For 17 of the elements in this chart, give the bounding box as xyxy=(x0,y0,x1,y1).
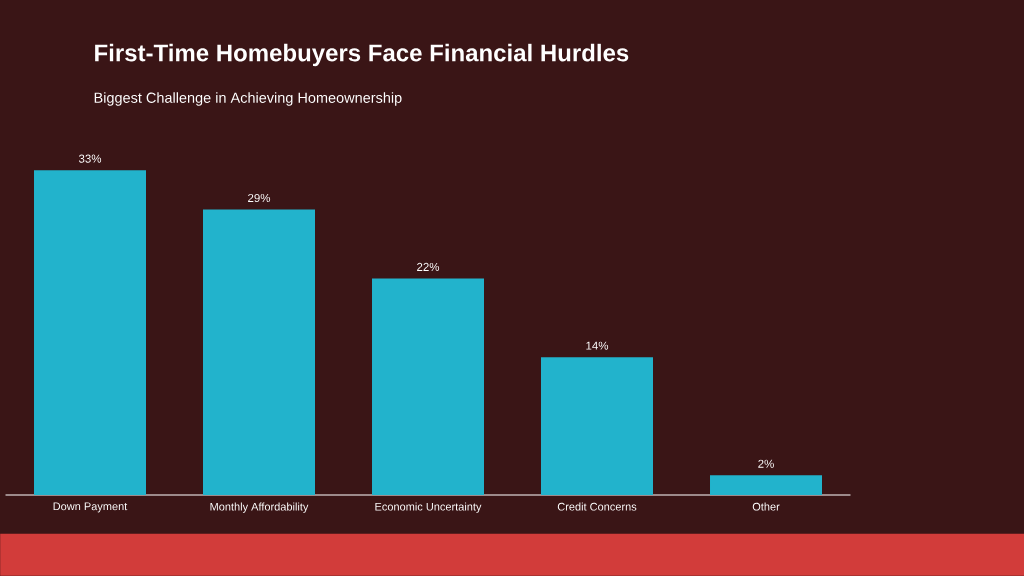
x-tick-label: Monthly Affordability xyxy=(210,502,309,513)
x-tick-label: Down Payment xyxy=(53,502,128,513)
x-tick-label: Economic Uncertainty xyxy=(375,502,482,513)
data-label: 14% xyxy=(586,341,609,350)
bar xyxy=(541,357,654,495)
bar xyxy=(710,475,823,495)
data-label: 2% xyxy=(758,459,774,468)
bar xyxy=(203,209,315,495)
x-tick-label: Credit Concerns xyxy=(557,502,637,511)
data-label: 22% xyxy=(417,262,440,271)
chart-subtitle: Biggest Challenge in Achieving Homeownership xyxy=(94,92,402,106)
bar xyxy=(34,170,147,495)
data-label: 33% xyxy=(78,154,102,163)
bar xyxy=(372,278,485,495)
chart-title: First-Time Homebuyers Face Financial Hurdles xyxy=(95,43,629,67)
x-tick-label: Other xyxy=(752,502,780,511)
data-label: 29% xyxy=(248,193,271,203)
